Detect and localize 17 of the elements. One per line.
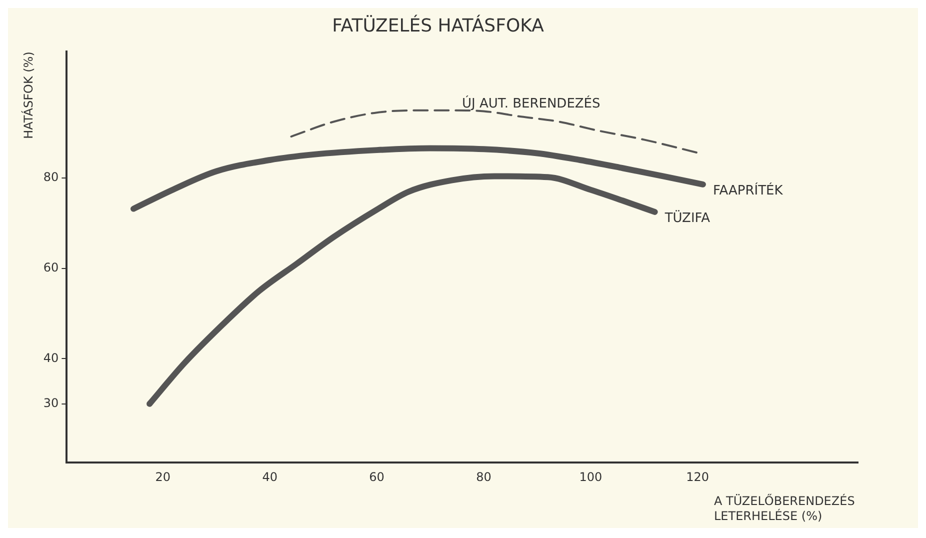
x-tick-label: 20 xyxy=(155,470,171,484)
x-tick-label: 120 xyxy=(686,470,710,484)
x-tick-label: 80 xyxy=(476,470,492,484)
y-tick-label: 40 xyxy=(43,350,59,365)
series-label: ÚJ AUT. BERENDEZÉS xyxy=(462,94,600,112)
x-tick-label: 100 xyxy=(579,470,602,484)
y-axis-title: HATÁSFOK (%) xyxy=(20,52,36,139)
chart-title: FATÜZELÉS HATÁSFOKA xyxy=(332,14,545,36)
x-axis-title: A TÜZELŐBERENDEZÉS LETERHELÉSE (%) xyxy=(714,494,856,524)
line-series xyxy=(290,109,699,154)
y-tick-label: 30 xyxy=(43,396,59,410)
series-label: TÜZIFA xyxy=(664,210,710,226)
x-tick-label: 60 xyxy=(369,470,384,484)
y-tick-label: 80 xyxy=(43,170,59,184)
series-label: FAAPRÍTÉK xyxy=(712,181,784,198)
x-tick-label: 40 xyxy=(262,470,278,484)
y-tick-label: 60 xyxy=(43,260,59,275)
